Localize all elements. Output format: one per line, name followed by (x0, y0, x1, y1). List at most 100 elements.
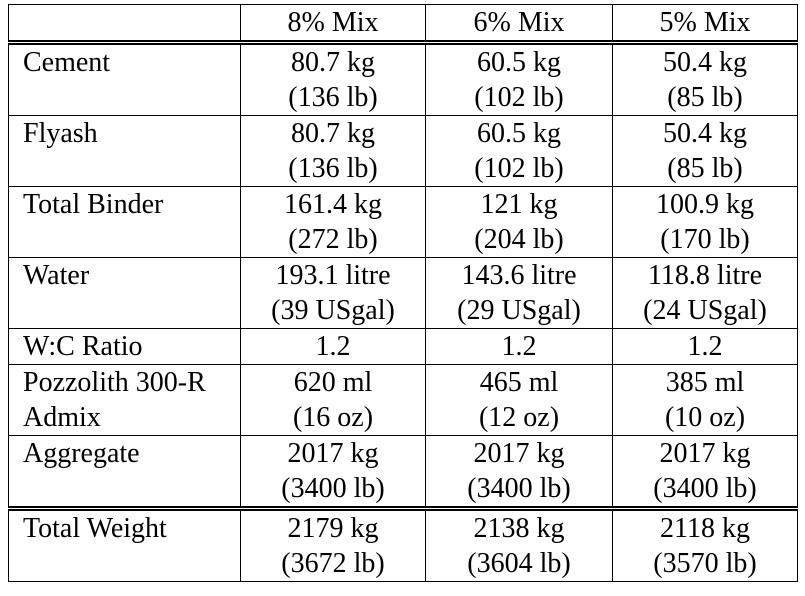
cell-line: (136 lb) (288, 82, 378, 113)
cell-line: (3570 lb) (653, 548, 757, 579)
header-cell: 8% Mix (240, 4, 426, 45)
value-cell: 50.4 kg (85 lb) (612, 115, 798, 187)
value-cell: 100.9 kg (170 lb) (612, 186, 798, 258)
cell-line: (3400 lb) (467, 473, 571, 504)
header-row: 8% Mix 6% Mix 5% Mix (8, 4, 798, 45)
cell-line: (16 oz) (292, 402, 374, 433)
value-cell: 1.2 (240, 328, 426, 365)
table-row: Cement 80.7 kg (136 lb) 60.5 kg (102 lb) 50.4… (8, 42, 798, 116)
cell-line: (85 lb) (667, 82, 743, 113)
cell-line: Total Weight (23, 513, 167, 544)
value-cell: 1.2 (612, 328, 798, 365)
value-cell: 60.5 kg (102 lb) (425, 42, 613, 116)
cell-line: (29 USgal) (457, 295, 581, 326)
cell-line: Water (23, 260, 90, 291)
value-cell: 2138 kg (3604 lb) (425, 508, 613, 582)
table-row: W:C Ratio 1.2 1.2 1.2 (8, 328, 798, 365)
cell-line: Aggregate (23, 438, 140, 469)
cell-line: (85 lb) (667, 153, 743, 184)
value-cell: 2118 kg (3570 lb) (612, 508, 798, 582)
cell-line: 2017 kg (659, 438, 751, 469)
cell-line: 1.2 (687, 331, 723, 362)
value-cell: 80.7 kg (136 lb) (240, 42, 426, 116)
row-label: Water (8, 257, 241, 329)
value-cell: 620 ml (16 oz) (240, 364, 426, 436)
cell-line: 60.5 kg (477, 118, 561, 149)
cell-line: 2017 kg (473, 438, 565, 469)
cell-line: 2179 kg (287, 513, 379, 544)
value-cell: 1.2 (425, 328, 613, 365)
row-label: Aggregate (8, 435, 241, 511)
cell-line: 620 ml (293, 367, 373, 398)
cell-line: 2138 kg (473, 513, 565, 544)
value-cell: 118.8 litre (24 USgal) (612, 257, 798, 329)
value-cell: 50.4 kg (85 lb) (612, 42, 798, 116)
table-row: Flyash 80.7 kg (136 lb) 60.5 kg (102 lb) 50.4… (8, 115, 798, 187)
cell-line: (204 lb) (474, 224, 564, 255)
cell-line: (3672 lb) (281, 548, 385, 579)
cell-line: (136 lb) (288, 153, 378, 184)
row-label: Cement (8, 42, 241, 116)
cell-line: 60.5 kg (477, 47, 561, 78)
cell-line: 193.1 litre (275, 260, 391, 291)
value-cell: 161.4 kg (272 lb) (240, 186, 426, 258)
row-label: Flyash (8, 115, 241, 187)
mix-table: 8% Mix 6% Mix 5% Mix Cement 80.7 kg (136 lb) 6… (8, 4, 798, 582)
value-cell: 193.1 litre (39 USgal) (240, 257, 426, 329)
cell-line: Total Binder (23, 189, 164, 220)
cell-line: (24 USgal) (643, 295, 767, 326)
cell-line: 2017 kg (287, 438, 379, 469)
cell-line: 100.9 kg (656, 189, 754, 220)
cell-line: 50.4 kg (663, 118, 747, 149)
row-label: W:C Ratio (8, 328, 241, 365)
table-row: Total Weight 2179 kg (3672 lb) 2138 kg (3604… (8, 508, 798, 582)
value-cell: 121 kg (204 lb) (425, 186, 613, 258)
value-cell: 385 ml (10 oz) (612, 364, 798, 436)
header-cell: 5% Mix (612, 4, 798, 45)
cell-line: (3604 lb) (467, 548, 571, 579)
cell-line: (10 oz) (664, 402, 746, 433)
table-row: Pozzolith 300-R Admix 620 ml (16 oz) 465 ml (… (8, 364, 798, 436)
value-cell: 2017 kg (3400 lb) (425, 435, 613, 511)
cell-line: (170 lb) (660, 224, 750, 255)
cell-line: 1.2 (501, 331, 537, 362)
cell-line: 50.4 kg (663, 47, 747, 78)
cell-line: 2118 kg (660, 513, 750, 544)
cell-line: W:C Ratio (23, 331, 143, 362)
header-cell: 6% Mix (425, 4, 613, 45)
table-row: Aggregate 2017 kg (3400 lb) 2017 kg (3400 lb… (8, 435, 798, 511)
cell-line: Admix (23, 402, 101, 433)
cell-line: Flyash (23, 118, 98, 149)
cell-line: 121 kg (480, 189, 558, 220)
cell-line: 465 ml (479, 367, 559, 398)
cell-line: Cement (23, 47, 111, 78)
cell-line: 143.6 litre (461, 260, 577, 291)
cell-line: (3400 lb) (281, 473, 385, 504)
value-cell: 2017 kg (3400 lb) (240, 435, 426, 511)
value-cell: 143.6 litre (29 USgal) (425, 257, 613, 329)
value-cell: 80.7 kg (136 lb) (240, 115, 426, 187)
cell-line: 385 ml (665, 367, 745, 398)
row-label: Pozzolith 300-R Admix (8, 364, 241, 436)
cell-line: 161.4 kg (284, 189, 382, 220)
cell-line: 118.8 litre (647, 260, 763, 291)
table-row: Total Binder 161.4 kg (272 lb) 121 kg (204 l… (8, 186, 798, 258)
cell-line: (272 lb) (288, 224, 378, 255)
cell-line: (3400 lb) (653, 473, 757, 504)
value-cell: 465 ml (12 oz) (425, 364, 613, 436)
cell-line: 80.7 kg (291, 47, 375, 78)
row-label: Total Weight (8, 508, 241, 582)
header-blank (8, 4, 241, 45)
value-cell: 2017 kg (3400 lb) (612, 435, 798, 511)
table-row: Water 193.1 litre (39 USgal) 143.6 litre (29… (8, 257, 798, 329)
cell-line: (102 lb) (474, 153, 564, 184)
value-cell: 60.5 kg (102 lb) (425, 115, 613, 187)
cell-line: Pozzolith 300-R (23, 367, 206, 398)
cell-line: (39 USgal) (271, 295, 395, 326)
cell-line: (12 oz) (478, 402, 560, 433)
cell-line: (102 lb) (474, 82, 564, 113)
row-label: Total Binder (8, 186, 241, 258)
cell-line: 80.7 kg (291, 118, 375, 149)
cell-line: 1.2 (315, 331, 351, 362)
